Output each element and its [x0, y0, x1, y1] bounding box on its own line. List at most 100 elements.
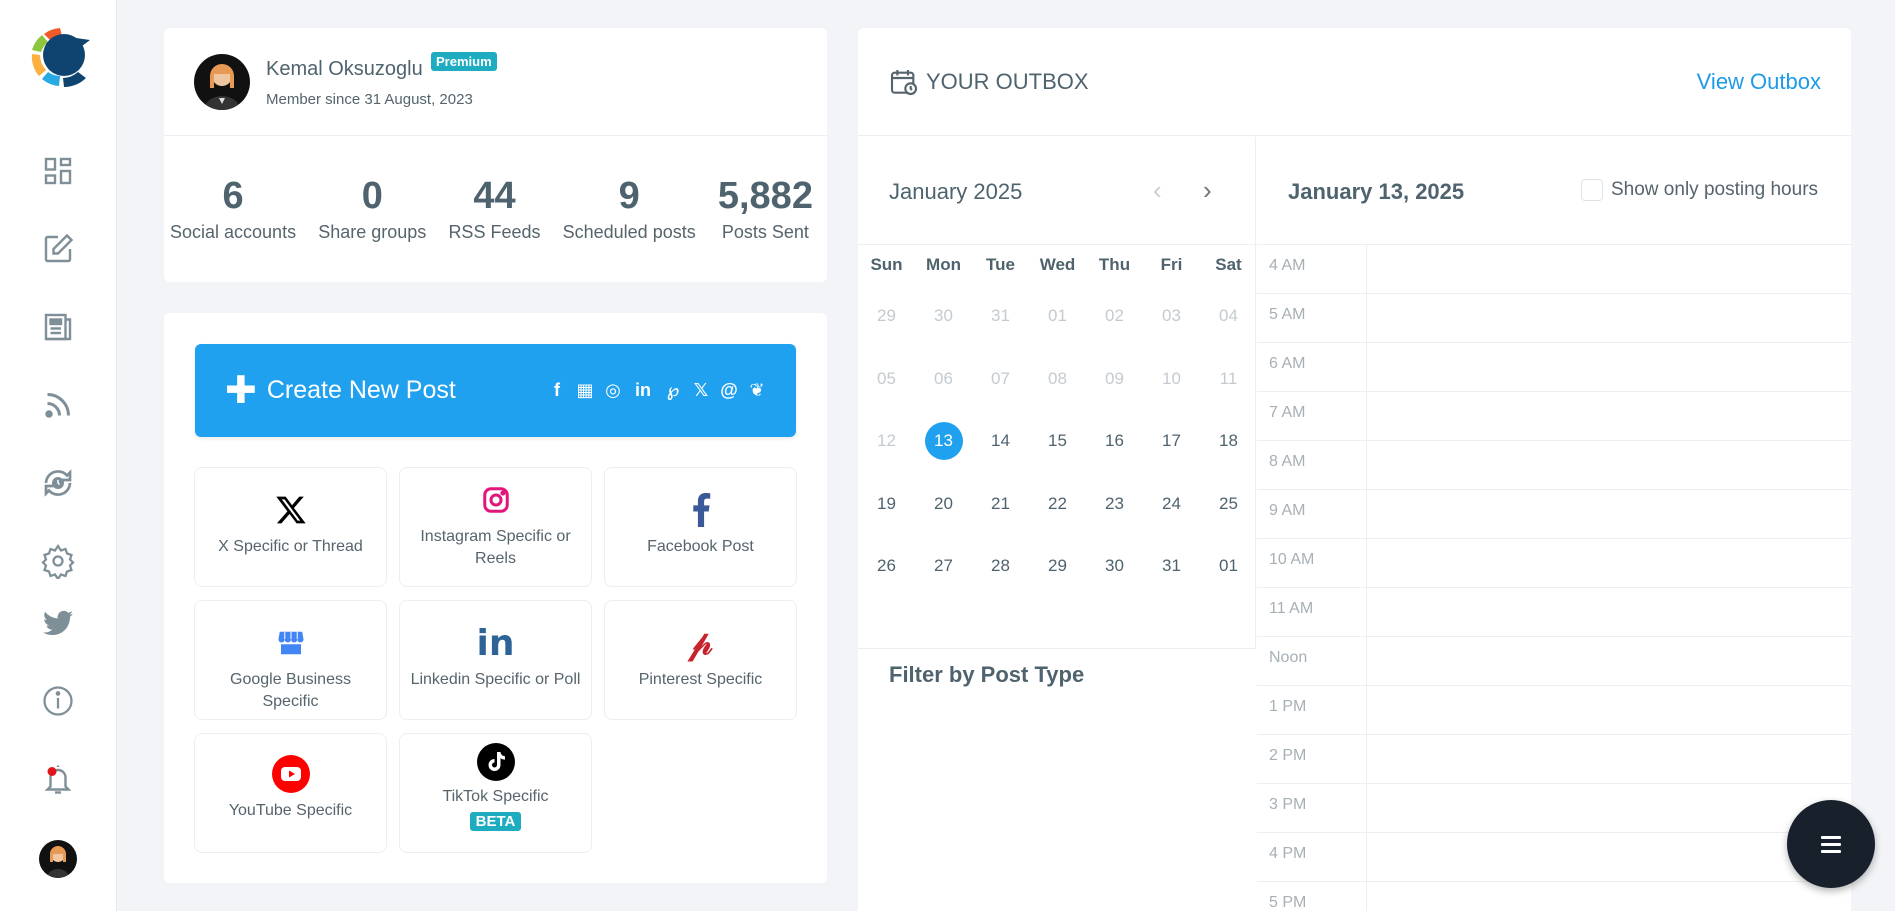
- user-avatar-small[interactable]: [39, 840, 77, 878]
- hour-slot[interactable]: [1367, 784, 1851, 832]
- beta-badge: BETA: [469, 812, 522, 831]
- calendar-day[interactable]: 31: [991, 306, 1010, 325]
- hour-row: 8 AM: [1257, 441, 1851, 490]
- calendar-day[interactable]: 13: [915, 410, 972, 473]
- calendar-day[interactable]: 10: [1162, 368, 1181, 388]
- calendar-day[interactable]: 18: [1219, 431, 1238, 450]
- calendar-day[interactable]: 27: [934, 556, 953, 575]
- bell-icon: [44, 765, 72, 794]
- calendar-day[interactable]: 09: [1105, 368, 1124, 388]
- tile-facebook[interactable]: Facebook Post: [604, 467, 797, 587]
- hour-slot[interactable]: [1367, 735, 1851, 783]
- sidebar-item-compose[interactable]: [39, 230, 77, 268]
- sidebar-item-settings[interactable]: [39, 542, 77, 580]
- hour-slot[interactable]: [1367, 637, 1851, 685]
- weekday-header: Wed: [1039, 255, 1076, 274]
- calendar-day[interactable]: 20: [934, 493, 953, 513]
- twitter-icon: [43, 610, 73, 636]
- calendar-day[interactable]: 14: [991, 431, 1010, 450]
- sidebar-item-scheduler[interactable]: [39, 464, 77, 502]
- tile-pinterest[interactable]: 𝓅 Pinterest Specific: [604, 600, 797, 720]
- calendar-day[interactable]: 19: [877, 493, 896, 513]
- calendar-day[interactable]: 07: [991, 368, 1010, 388]
- calendar-day[interactable]: 12: [877, 431, 896, 450]
- hour-label: 4 PM: [1257, 833, 1367, 881]
- tile-tiktok[interactable]: TikTok Specific BETA: [399, 733, 592, 853]
- calendar-day[interactable]: 30: [934, 306, 953, 325]
- calendar-day[interactable]: 22: [1048, 493, 1067, 513]
- sidebar-item-posts[interactable]: [39, 308, 77, 346]
- calendar-day[interactable]: 06: [934, 368, 953, 388]
- app-logo[interactable]: [24, 22, 94, 94]
- menu-fab-button[interactable]: [1787, 800, 1875, 888]
- calendar-day[interactable]: 11: [1219, 368, 1238, 388]
- stat-posts-sent[interactable]: 5,882 Posts Sent: [717, 175, 813, 242]
- sidebar-item-rss[interactable]: [39, 386, 77, 424]
- hour-slot[interactable]: [1367, 441, 1851, 489]
- calendar-day[interactable]: 26: [877, 556, 896, 575]
- calendar-day[interactable]: 21: [991, 493, 1010, 513]
- sidebar-item-twitter[interactable]: [39, 604, 77, 642]
- hour-slot[interactable]: [1367, 539, 1851, 587]
- plus-icon: ✚: [225, 369, 257, 412]
- calendar-day[interactable]: 25: [1219, 493, 1238, 513]
- hour-slot[interactable]: [1367, 392, 1851, 440]
- hour-slot[interactable]: [1367, 490, 1851, 538]
- calendar-day[interactable]: 03: [1162, 306, 1181, 325]
- calendar-day[interactable]: 08: [1048, 368, 1067, 388]
- linkedin-icon: in: [476, 622, 515, 664]
- premium-badge: Premium: [431, 52, 497, 71]
- hour-slot[interactable]: [1367, 882, 1851, 911]
- hour-slot[interactable]: [1367, 686, 1851, 734]
- create-new-post-button[interactable]: ✚ Create New Post f ▦ ◎ in ℘ 𝕏 @ ❦: [195, 344, 796, 437]
- stat-rss-feeds[interactable]: 44 RSS Feeds: [448, 175, 541, 242]
- stat-scheduled-posts[interactable]: 9 Scheduled posts: [562, 175, 696, 242]
- stat-social-accounts[interactable]: 6 Social accounts: [170, 175, 297, 242]
- tile-x[interactable]: X Specific or Thread: [194, 467, 387, 587]
- tile-google-business[interactable]: Google Business Specific: [194, 600, 387, 720]
- hour-label: 8 AM: [1257, 441, 1367, 489]
- hour-slot[interactable]: [1367, 245, 1851, 293]
- hour-row: 6 AM: [1257, 343, 1851, 392]
- calendar-day[interactable]: 01: [1048, 306, 1067, 325]
- hour-slot[interactable]: [1367, 833, 1851, 881]
- calendar-day[interactable]: 23: [1105, 493, 1124, 513]
- calendar-day[interactable]: 05: [877, 368, 896, 388]
- day-view: January 13, 2025 Show only posting hours…: [1257, 137, 1851, 911]
- info-icon: [43, 686, 73, 716]
- next-month-button[interactable]: ›: [1203, 175, 1212, 205]
- hour-slot[interactable]: [1367, 588, 1851, 636]
- calendar-day[interactable]: 15: [1048, 431, 1067, 450]
- checkbox[interactable]: [1581, 179, 1603, 201]
- calendar-day[interactable]: 30: [1105, 556, 1124, 575]
- calendar-day[interactable]: 29: [1048, 556, 1067, 575]
- prev-month-button[interactable]: ‹: [1153, 175, 1162, 205]
- view-outbox-link[interactable]: View Outbox: [1696, 69, 1821, 94]
- tile-instagram[interactable]: Instagram Specific or Reels: [399, 467, 592, 587]
- user-name: Kemal Oksuzoglu: [266, 58, 423, 80]
- sidebar-item-notifications[interactable]: [39, 760, 77, 798]
- sidebar-item-dashboard[interactable]: [39, 152, 77, 190]
- posting-hours-checkbox[interactable]: Show only posting hours: [1581, 179, 1818, 201]
- user-avatar[interactable]: [194, 54, 250, 110]
- calendar-day[interactable]: 17: [1162, 431, 1181, 450]
- calendar-day[interactable]: 16: [1105, 431, 1124, 450]
- sidebar-item-info[interactable]: [39, 682, 77, 720]
- calendar-day[interactable]: 28: [991, 556, 1010, 575]
- hour-slot[interactable]: [1367, 343, 1851, 391]
- weekday-header: Sun: [870, 255, 903, 274]
- stats-row: 6 Social accounts 0 Share groups 44 RSS Fee…: [164, 136, 827, 243]
- pinterest-icon: ℘: [666, 380, 680, 400]
- calendar-day[interactable]: 01: [1219, 556, 1238, 575]
- hour-row: 9 AM: [1257, 490, 1851, 539]
- hour-label: 7 AM: [1257, 392, 1367, 440]
- tile-youtube[interactable]: YouTube Specific: [194, 733, 387, 853]
- calendar-day[interactable]: 24: [1162, 493, 1181, 513]
- calendar-day[interactable]: 29: [877, 306, 896, 325]
- calendar-day[interactable]: 04: [1219, 306, 1238, 325]
- calendar-day[interactable]: 31: [1162, 556, 1181, 575]
- hour-slot[interactable]: [1367, 294, 1851, 342]
- calendar-day[interactable]: 02: [1105, 306, 1124, 325]
- stat-share-groups[interactable]: 0 Share groups: [318, 175, 427, 242]
- tile-linkedin[interactable]: in Linkedin Specific or Poll: [399, 600, 592, 720]
